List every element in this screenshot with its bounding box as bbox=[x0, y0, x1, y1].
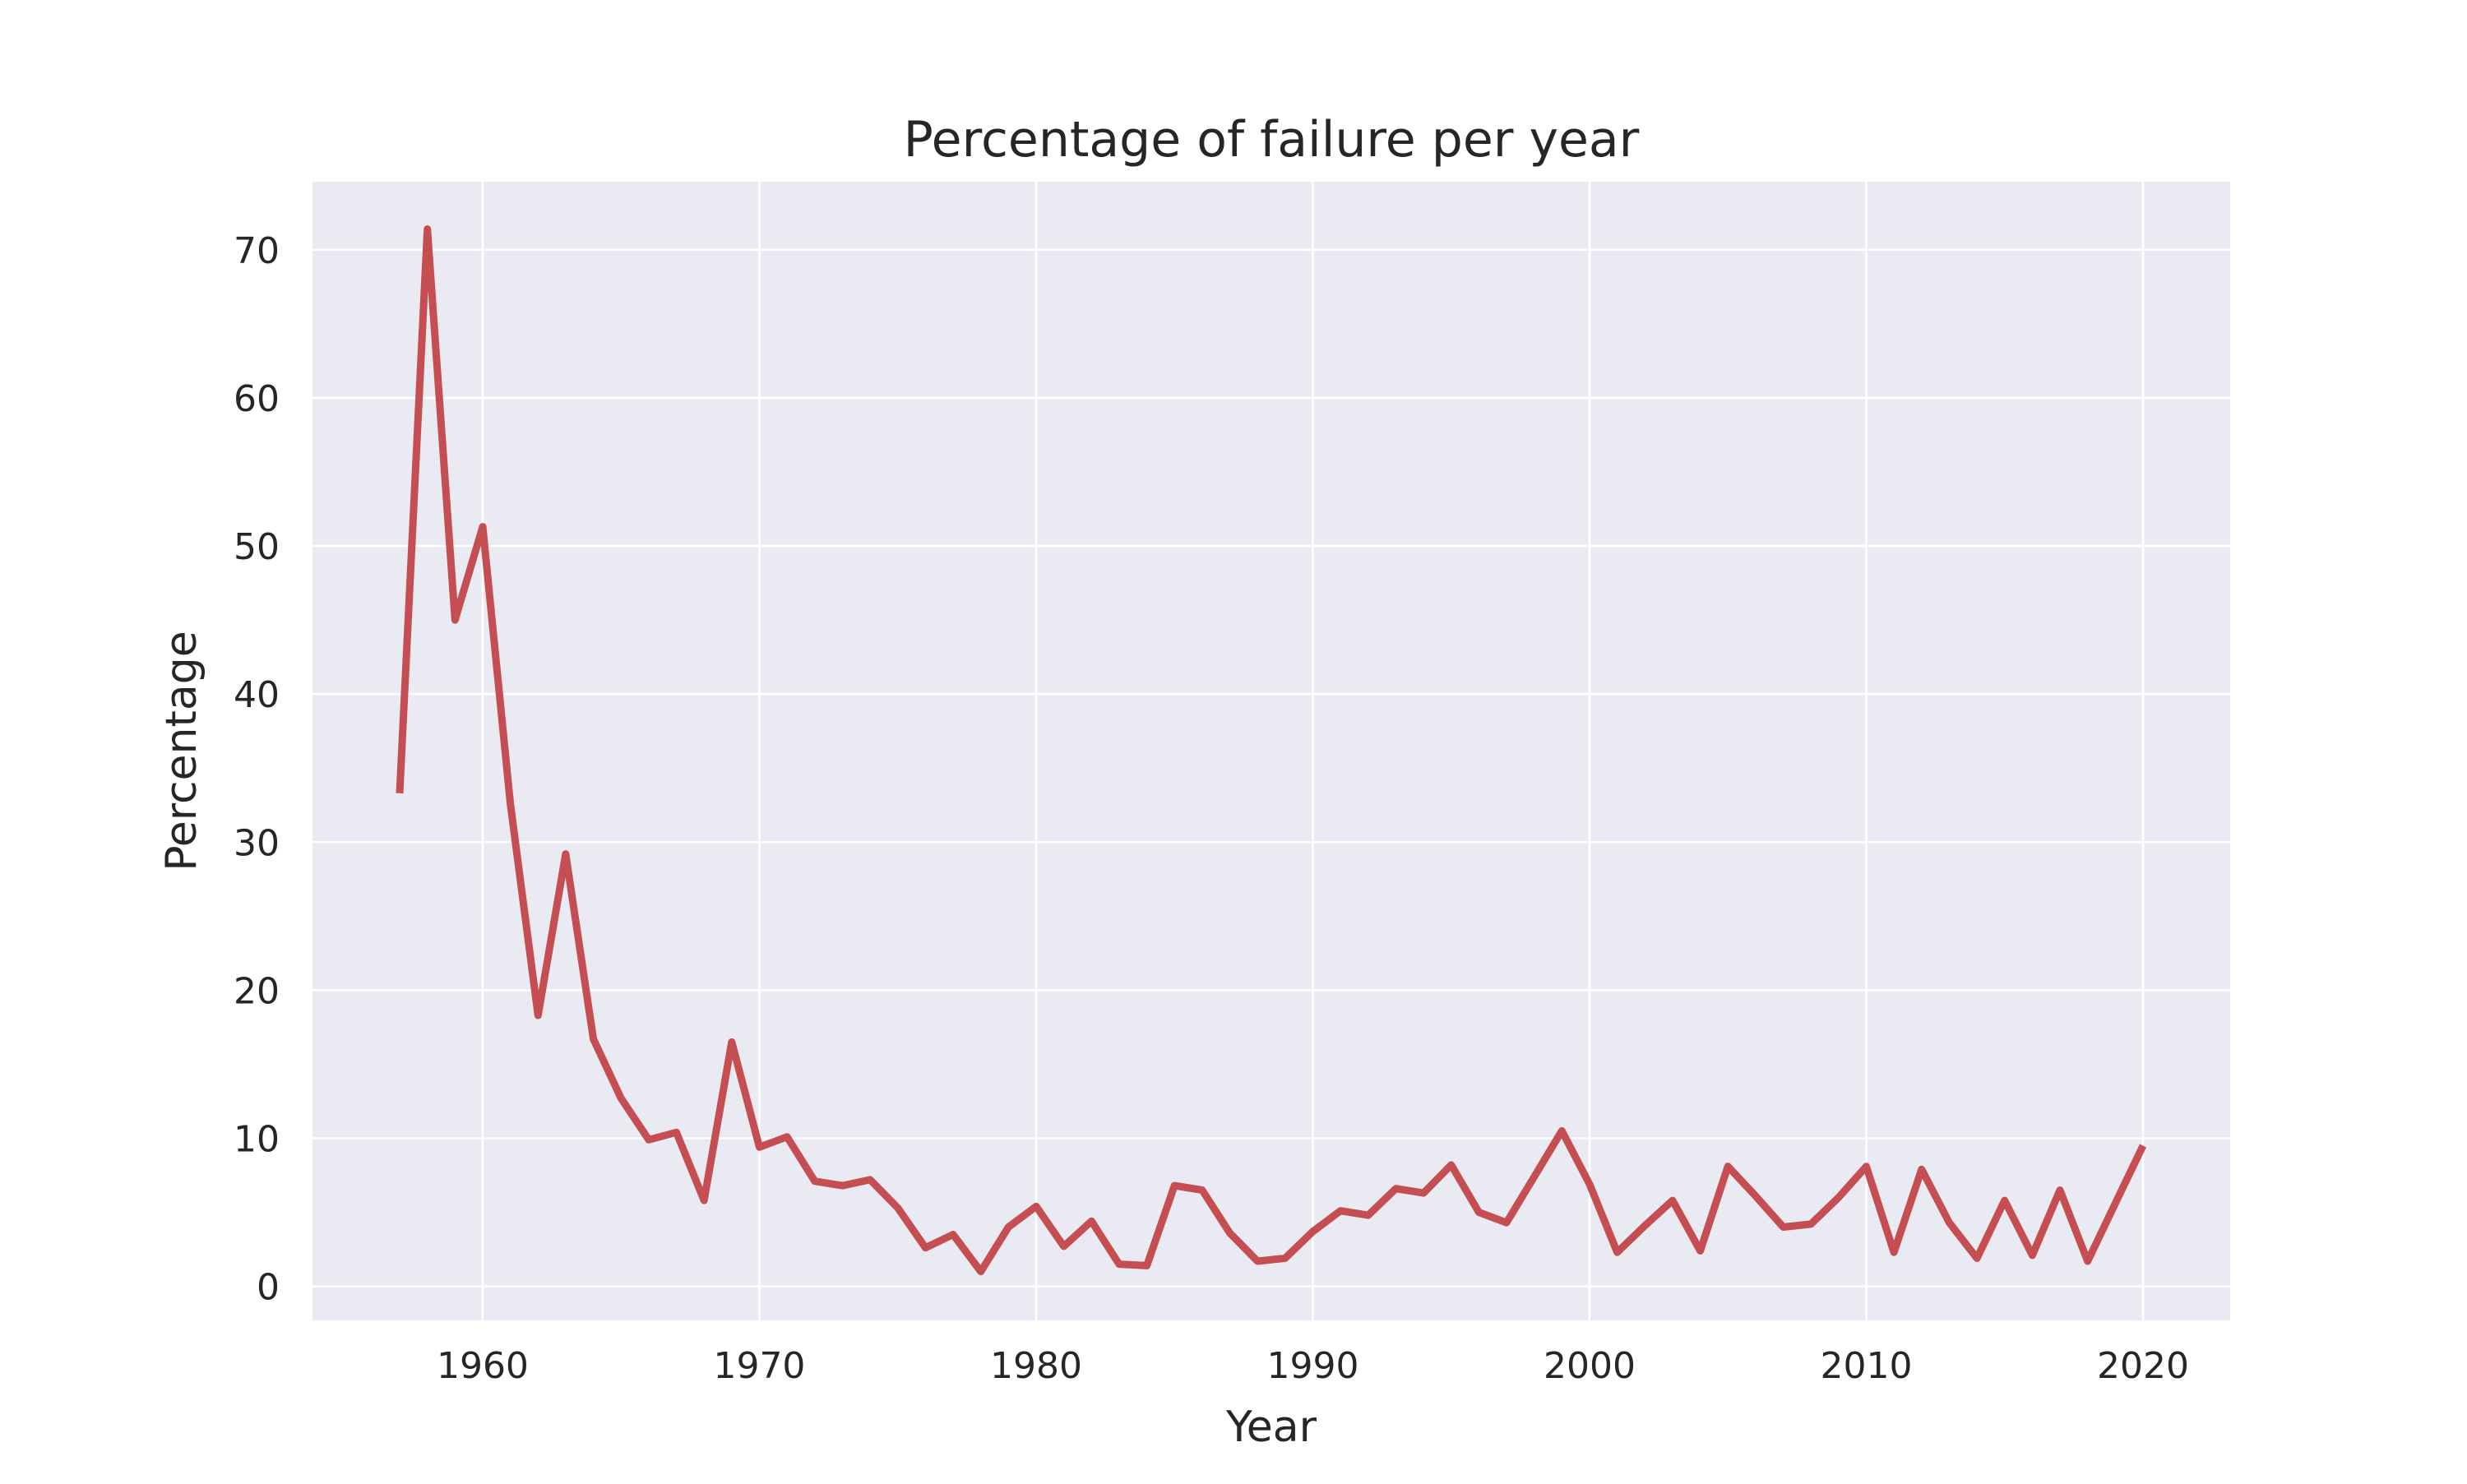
y-tick-label: 50 bbox=[234, 526, 280, 568]
series-layer bbox=[396, 225, 2147, 1276]
series-line bbox=[396, 225, 2147, 1276]
x-tick-label: 2010 bbox=[1820, 1345, 1912, 1387]
x-axis-label: Year bbox=[1225, 1403, 1317, 1452]
x-tick-label: 2000 bbox=[1544, 1345, 1636, 1387]
grid bbox=[312, 182, 2230, 1320]
y-tick-label: 10 bbox=[234, 1118, 280, 1160]
y-tick-label: 0 bbox=[257, 1267, 280, 1309]
y-tick-label: 40 bbox=[234, 674, 280, 716]
y-tick-label: 70 bbox=[234, 230, 280, 272]
x-tick-label: 1990 bbox=[1266, 1345, 1358, 1387]
y-axis-label: Percentage bbox=[157, 631, 206, 871]
x-tick-labels: 1960 1970 1980 1990 2000 2010 2020 bbox=[437, 1345, 2189, 1387]
x-tick-label: 1980 bbox=[990, 1345, 1082, 1387]
y-tick-labels: 0 10 20 30 40 50 60 70 bbox=[234, 230, 280, 1309]
y-tick-label: 20 bbox=[234, 970, 280, 1012]
plot-background bbox=[312, 182, 2230, 1320]
chart-title: Percentage of failure per year bbox=[904, 111, 1640, 169]
y-tick-label: 60 bbox=[234, 378, 280, 420]
x-tick-label: 1970 bbox=[713, 1345, 805, 1387]
y-tick-label: 30 bbox=[234, 822, 280, 864]
x-tick-label: 2020 bbox=[2097, 1345, 2189, 1387]
x-tick-label: 1960 bbox=[437, 1345, 529, 1387]
